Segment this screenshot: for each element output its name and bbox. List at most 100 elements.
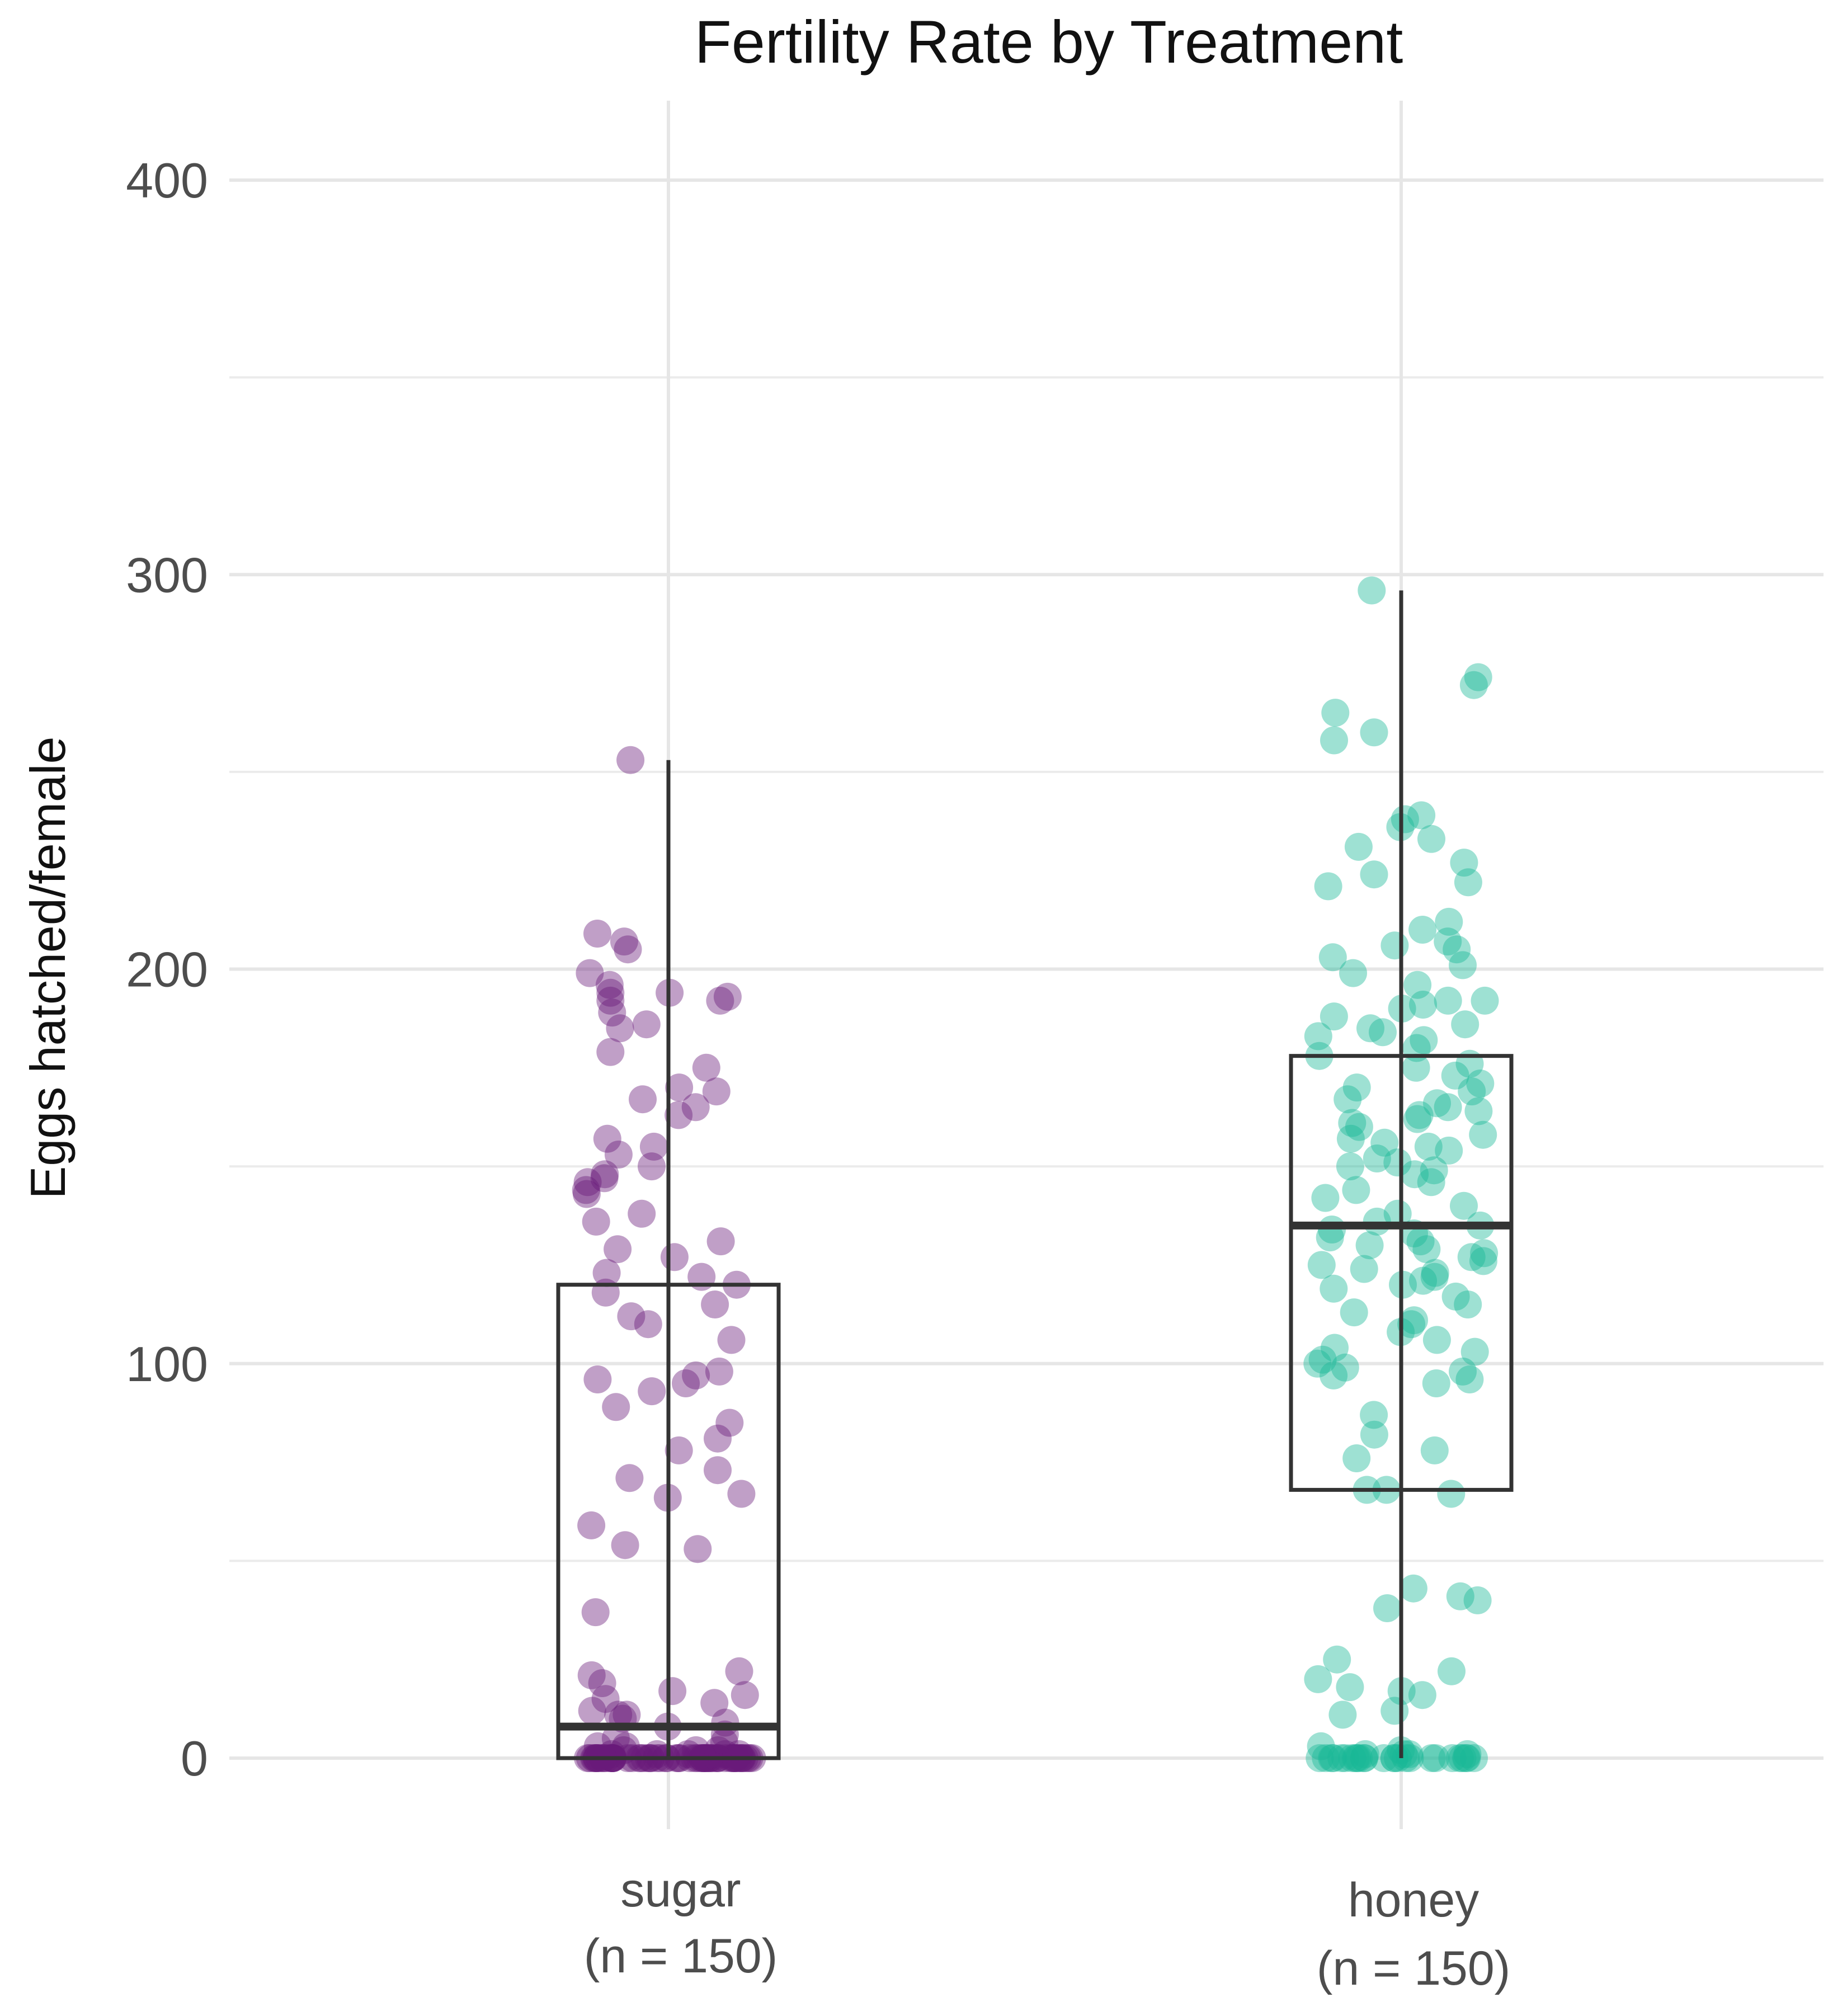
data-point [1331, 1353, 1359, 1382]
data-point [577, 1511, 606, 1539]
data-point [611, 1531, 639, 1560]
data-point [1423, 1089, 1451, 1118]
data-point [1345, 1744, 1373, 1772]
data-point [1470, 1239, 1499, 1268]
data-point [643, 1740, 671, 1768]
data-point [1334, 1085, 1362, 1114]
data-point [1336, 1152, 1364, 1181]
data-point [612, 1701, 641, 1729]
data-point [715, 1409, 744, 1437]
data-point [597, 1740, 626, 1768]
iqr-box [1289, 1054, 1514, 1492]
data-point [672, 1369, 700, 1397]
data-point [634, 1310, 662, 1339]
data-point [1408, 916, 1437, 944]
data-point [1344, 832, 1373, 861]
data-point [1417, 1744, 1446, 1772]
data-point [1316, 1223, 1344, 1252]
data-point [1460, 1337, 1489, 1366]
data-point [1463, 1586, 1492, 1614]
data-point [1342, 1073, 1371, 1102]
data-point [1327, 1744, 1356, 1772]
data-point [1454, 1290, 1482, 1318]
data-point [1360, 860, 1388, 889]
data-point [1441, 1061, 1469, 1090]
data-point [595, 971, 624, 999]
data-point [713, 982, 742, 1011]
data-point [1383, 1199, 1412, 1228]
y-tick-label: 200 [126, 942, 208, 997]
data-point [1402, 1053, 1430, 1082]
data-point [628, 1199, 656, 1228]
data-point [583, 1365, 612, 1393]
data-point [1409, 1266, 1437, 1295]
data-point [710, 1728, 738, 1756]
data-point [1311, 1184, 1340, 1212]
data-point [1420, 1263, 1449, 1291]
data-point [1450, 849, 1478, 877]
data-point [1370, 1128, 1399, 1157]
chart-title: Fertility Rate by Treatment [695, 8, 1403, 76]
data-point [665, 1073, 694, 1102]
data-point [665, 1436, 693, 1464]
data-point [1435, 907, 1463, 936]
data-point [638, 1377, 666, 1406]
data-point [711, 1740, 739, 1768]
data-point [1351, 1740, 1379, 1768]
data-point [1363, 1144, 1391, 1172]
data-point [660, 1243, 689, 1271]
data-point [1451, 1010, 1480, 1039]
data-point [1401, 1160, 1429, 1189]
data-point [1417, 825, 1445, 853]
data-point [1338, 1744, 1367, 1772]
data-point [1420, 1156, 1448, 1185]
data-point [1355, 1231, 1384, 1260]
jitter-points [572, 576, 1499, 1772]
data-point [1312, 1744, 1340, 1772]
data-point [702, 1077, 731, 1106]
data-point [1453, 1744, 1481, 1772]
data-point [1445, 1744, 1474, 1772]
data-point [596, 986, 625, 1015]
data-point [1464, 663, 1492, 691]
data-point [578, 1697, 606, 1725]
data-point [1363, 1207, 1391, 1236]
data-point [1307, 1732, 1335, 1760]
data-point [583, 920, 611, 948]
data-point [731, 1681, 759, 1709]
data-point [725, 1740, 753, 1768]
data-point [1455, 1365, 1484, 1393]
data-point [658, 1677, 687, 1706]
data-point [1306, 1744, 1334, 1772]
y-tick-label: 100 [126, 1336, 208, 1392]
data-point [1457, 1243, 1486, 1271]
data-point [1422, 1326, 1451, 1354]
data-point [665, 1101, 693, 1129]
data-point [704, 1456, 732, 1485]
data-point [1434, 986, 1462, 1015]
data-point [674, 1740, 702, 1768]
data-point [727, 1480, 756, 1508]
data-point [1373, 1594, 1401, 1622]
data-point [614, 935, 642, 964]
data-point [1392, 1744, 1420, 1772]
data-point [704, 1424, 732, 1453]
data-point [1443, 935, 1471, 964]
data-point [1403, 971, 1432, 999]
data-point [1342, 1444, 1371, 1472]
data-point [1318, 1744, 1346, 1772]
data-point [1323, 1645, 1351, 1674]
data-point [617, 1302, 645, 1331]
data-point [601, 1724, 630, 1753]
data-point [1414, 1132, 1443, 1161]
data-point [604, 1235, 632, 1264]
data-point [1391, 805, 1419, 833]
data-point [1380, 931, 1409, 960]
data-point [638, 1152, 666, 1181]
data-point [1452, 1744, 1480, 1772]
data-point [1434, 927, 1462, 956]
data-point [1360, 1401, 1388, 1429]
data-point [706, 986, 734, 1015]
data-point [1350, 1744, 1378, 1772]
